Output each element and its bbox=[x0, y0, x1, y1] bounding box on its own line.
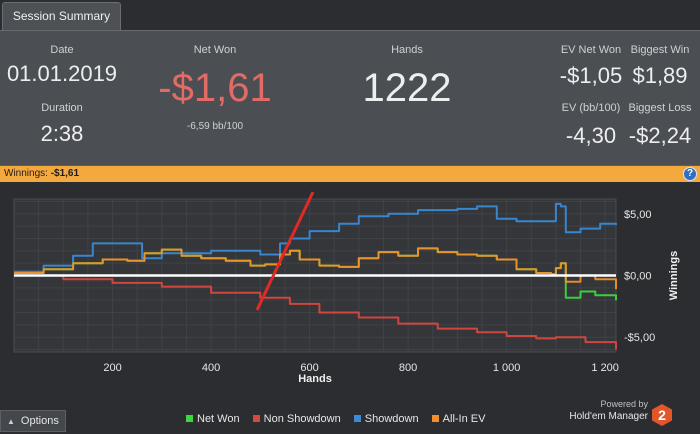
annotation-slash-mark bbox=[255, 191, 315, 311]
hands-label: Hands bbox=[391, 44, 423, 56]
ev-bb100-label: EV (bb/100) bbox=[561, 102, 621, 114]
biggest-win-label: Biggest Win bbox=[630, 44, 690, 56]
tab-bar: Session Summary bbox=[0, 0, 700, 30]
x-axis-label: Hands bbox=[298, 373, 332, 385]
legend-item-all-in-ev[interactable]: All-In EV bbox=[431, 413, 486, 425]
y-tick-label: -$5,00 bbox=[624, 332, 655, 344]
winnings-chart-area: 200 400 600 800 1 000 1 200 $5,00 $0,00 -$5,00 Ha… bbox=[0, 182, 700, 434]
date-label: Date bbox=[50, 44, 74, 56]
legend-label-non-showdown: Non Showdown bbox=[263, 413, 341, 425]
winnings-bar: Winnings: -$1,61 ? bbox=[0, 166, 700, 182]
legend-label-net-won: Net Won bbox=[197, 413, 240, 425]
caret-up-icon: ▲ bbox=[7, 417, 15, 426]
legend-label-all-in-ev: All-In EV bbox=[442, 413, 486, 425]
x-tick-label: 800 bbox=[399, 362, 417, 374]
biggest-win-value: $1,89 bbox=[632, 63, 688, 88]
duration-label: Duration bbox=[41, 102, 83, 114]
biggest-loss-label: Biggest Loss bbox=[628, 102, 692, 114]
options-button[interactable]: ▲ Options bbox=[0, 410, 66, 432]
powered-by-text: Powered by bbox=[600, 399, 648, 409]
legend-item-showdown[interactable]: Showdown bbox=[353, 413, 419, 425]
legend-label-showdown: Showdown bbox=[364, 413, 419, 425]
x-tick-label: 200 bbox=[103, 362, 121, 374]
series-line-showdown bbox=[14, 202, 617, 273]
y-axis-label: Winnings bbox=[668, 251, 680, 300]
biggest-loss-value: -$2,24 bbox=[628, 123, 692, 148]
x-tick-label: 600 bbox=[300, 362, 318, 374]
legend-item-non-showdown[interactable]: Non Showdown bbox=[252, 413, 341, 425]
ev-net-won-label: EV Net Won bbox=[560, 44, 622, 56]
tab-session-summary[interactable]: Session Summary bbox=[2, 2, 121, 30]
hem2-logo: 2 bbox=[652, 404, 672, 426]
help-icon[interactable]: ? bbox=[683, 167, 697, 181]
x-tick-label: 400 bbox=[202, 362, 220, 374]
ev-bb100-value: -4,30 bbox=[565, 123, 617, 148]
y-tick-label: $0,00 bbox=[624, 271, 652, 283]
winnings-chart: 200 400 600 800 1 000 1 200 $5,00 $0,00 -$5,00 Ha… bbox=[13, 191, 680, 385]
x-tick-label: 1 000 bbox=[493, 362, 521, 374]
date-value: 01.01.2019 bbox=[6, 61, 118, 86]
y-tick-label: $5,00 bbox=[624, 209, 652, 221]
legend-swatch-all-in-ev bbox=[431, 415, 439, 422]
net-won-bb100: -6,59 bb/100 bbox=[186, 121, 244, 132]
x-tick-label: 1 200 bbox=[591, 362, 619, 374]
hands-value: 1222 bbox=[362, 66, 452, 110]
session-summary-panel: Date 01.01.2019 Duration 2:38 Net Won -$… bbox=[0, 30, 700, 166]
winnings-value: -$1,61 bbox=[50, 168, 80, 179]
net-won-label: Net Won bbox=[193, 44, 237, 56]
ev-net-won-value: -$1,05 bbox=[559, 63, 623, 88]
chart-legend: Net Won Non Showdown Showdown All-In EV bbox=[186, 413, 495, 427]
winnings-label: Winnings: bbox=[4, 168, 48, 179]
legend-swatch-showdown bbox=[353, 415, 361, 422]
brand-name: Hold'em Manager bbox=[569, 411, 648, 422]
duration-value: 2:38 bbox=[40, 121, 84, 146]
net-won-value: -$1,61 bbox=[158, 66, 272, 110]
legend-swatch-net-won bbox=[186, 415, 193, 422]
legend-item-net-won[interactable]: Net Won bbox=[186, 413, 240, 425]
series-line-non-showdown bbox=[14, 274, 617, 350]
legend-swatch-non-showdown bbox=[252, 415, 260, 422]
options-label: Options bbox=[20, 415, 59, 427]
